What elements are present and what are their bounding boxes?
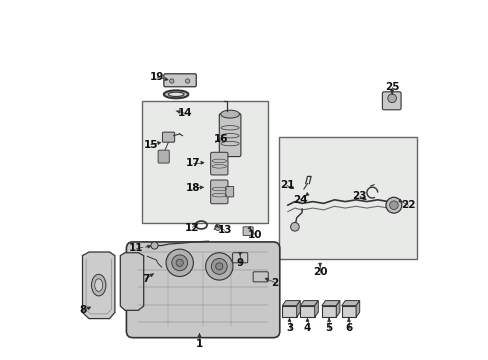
Circle shape <box>387 94 396 103</box>
Text: 13: 13 <box>217 225 231 235</box>
Text: 8: 8 <box>80 305 87 315</box>
Text: 6: 6 <box>345 323 352 333</box>
Text: 16: 16 <box>213 134 228 144</box>
Polygon shape <box>300 301 318 306</box>
Polygon shape <box>314 301 318 317</box>
Text: 17: 17 <box>186 158 200 168</box>
Circle shape <box>176 259 183 266</box>
Circle shape <box>211 258 227 274</box>
Text: 25: 25 <box>384 82 399 92</box>
Polygon shape <box>336 301 339 317</box>
Text: 2: 2 <box>271 278 278 288</box>
FancyBboxPatch shape <box>341 306 355 317</box>
Text: 12: 12 <box>184 222 199 233</box>
Text: 1: 1 <box>196 339 203 349</box>
Polygon shape <box>296 301 300 317</box>
Polygon shape <box>341 301 359 306</box>
Circle shape <box>215 225 220 230</box>
Text: 7: 7 <box>142 274 149 284</box>
FancyBboxPatch shape <box>382 92 400 110</box>
Circle shape <box>290 222 299 231</box>
Ellipse shape <box>220 110 239 118</box>
Polygon shape <box>282 301 300 306</box>
Text: 23: 23 <box>352 191 366 201</box>
Ellipse shape <box>168 92 183 96</box>
FancyBboxPatch shape <box>162 132 174 142</box>
Circle shape <box>166 249 193 276</box>
Circle shape <box>215 263 223 270</box>
Polygon shape <box>82 252 115 319</box>
FancyBboxPatch shape <box>300 306 314 317</box>
Text: 20: 20 <box>312 267 326 277</box>
Circle shape <box>151 242 158 249</box>
Circle shape <box>205 253 232 280</box>
FancyBboxPatch shape <box>253 272 268 282</box>
FancyBboxPatch shape <box>232 253 247 263</box>
Bar <box>278 137 416 259</box>
Text: 18: 18 <box>186 183 200 193</box>
FancyBboxPatch shape <box>282 306 296 317</box>
Text: 4: 4 <box>303 323 310 333</box>
FancyBboxPatch shape <box>321 306 336 317</box>
Text: 5: 5 <box>325 323 332 333</box>
Circle shape <box>385 197 401 213</box>
FancyBboxPatch shape <box>158 150 169 163</box>
FancyBboxPatch shape <box>210 152 227 175</box>
FancyBboxPatch shape <box>243 227 253 235</box>
Text: 9: 9 <box>236 258 243 268</box>
Text: 19: 19 <box>150 72 164 82</box>
FancyBboxPatch shape <box>219 113 241 157</box>
Circle shape <box>389 201 397 210</box>
Ellipse shape <box>163 90 188 98</box>
Text: 22: 22 <box>400 200 415 210</box>
FancyBboxPatch shape <box>126 242 279 338</box>
FancyBboxPatch shape <box>210 180 227 204</box>
FancyBboxPatch shape <box>163 74 196 87</box>
Text: 21: 21 <box>279 180 294 190</box>
Ellipse shape <box>91 274 106 296</box>
Ellipse shape <box>95 279 102 292</box>
Text: 14: 14 <box>178 108 192 118</box>
Polygon shape <box>355 301 359 317</box>
Text: 3: 3 <box>285 323 292 333</box>
Circle shape <box>171 255 187 271</box>
Circle shape <box>169 79 174 83</box>
Circle shape <box>185 79 189 83</box>
Text: 24: 24 <box>292 195 307 205</box>
Bar <box>142 101 267 223</box>
Text: 10: 10 <box>247 230 262 240</box>
Text: 15: 15 <box>143 140 158 150</box>
FancyBboxPatch shape <box>225 186 233 197</box>
Text: 11: 11 <box>129 243 143 253</box>
Polygon shape <box>321 301 339 306</box>
Polygon shape <box>120 253 143 310</box>
